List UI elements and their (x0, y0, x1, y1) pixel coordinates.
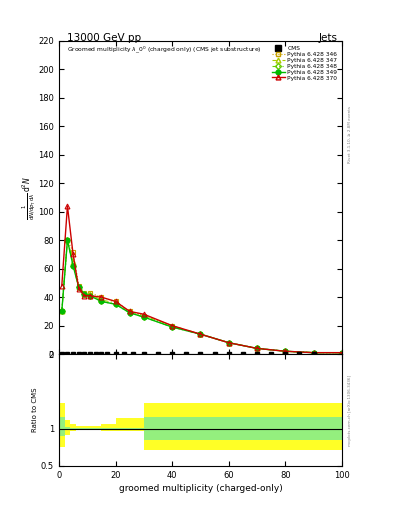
Y-axis label: Ratio to CMS: Ratio to CMS (32, 388, 38, 432)
Y-axis label: $\frac{1}{\mathrm{d}N/\mathrm{d}p_\mathrm{T}\,\mathrm{d}\lambda}\,\mathrm{d}^2N$: $\frac{1}{\mathrm{d}N/\mathrm{d}p_\mathr… (20, 176, 37, 220)
X-axis label: groomed multiplicity (charged-only): groomed multiplicity (charged-only) (119, 484, 282, 493)
Text: mcplots.cern.ch [arXiv:1306.3436]: mcplots.cern.ch [arXiv:1306.3436] (347, 374, 352, 445)
Legend: CMS, Pythia 6.428 346, Pythia 6.428 347, Pythia 6.428 348, Pythia 6.428 349, Pyt: CMS, Pythia 6.428 346, Pythia 6.428 347,… (270, 44, 339, 82)
Text: 13000 GeV pp: 13000 GeV pp (67, 33, 141, 44)
Text: Groomed multiplicity $\lambda\_0^0$ (charged only) (CMS jet substructure): Groomed multiplicity $\lambda\_0^0$ (cha… (68, 44, 262, 55)
Text: Jets: Jets (319, 33, 338, 44)
Text: Rivet 3.1.10, ≥ 2.8M events: Rivet 3.1.10, ≥ 2.8M events (347, 106, 352, 163)
